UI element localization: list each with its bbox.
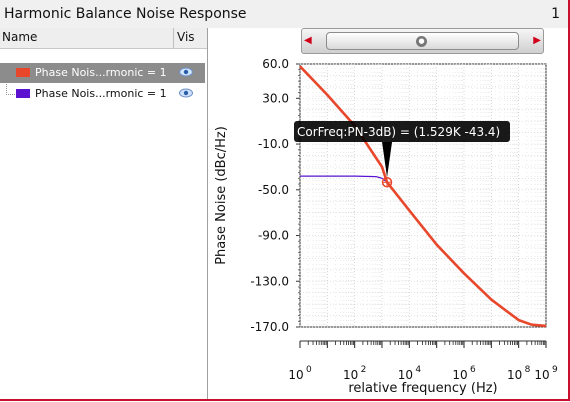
marker-label-box bbox=[294, 121, 510, 142]
trace-label: Phase Nois...rmonic = 1 bbox=[35, 87, 167, 100]
x-tick-label: 10 bbox=[398, 368, 413, 382]
trace-color-swatch bbox=[16, 89, 30, 98]
trace-color-swatch bbox=[16, 68, 30, 77]
x-tick-exponent: 8 bbox=[525, 365, 531, 375]
scroll-right-arrow-icon[interactable]: ▶ bbox=[533, 35, 541, 46]
x-tick-label: 10 bbox=[452, 368, 467, 382]
visibility-eye-icon[interactable] bbox=[179, 88, 193, 98]
tree-connector bbox=[6, 84, 15, 95]
x-tick-exponent: 9 bbox=[552, 365, 558, 375]
name-column-header[interactable]: Name bbox=[2, 30, 38, 44]
window-number: 1 bbox=[551, 6, 560, 22]
x-tick-exponent: 4 bbox=[415, 365, 421, 375]
y-tick-label: -50.0 bbox=[258, 183, 289, 197]
x-tick-label: 10 bbox=[534, 368, 549, 382]
plot-area bbox=[299, 63, 547, 328]
y-tick-label: 30.0 bbox=[262, 91, 289, 105]
vis-column-header[interactable]: Vis bbox=[177, 30, 195, 44]
scroll-thumb[interactable]: ● bbox=[326, 32, 519, 50]
x-tick-label: 10 bbox=[288, 368, 303, 382]
column-divider[interactable] bbox=[173, 28, 174, 48]
x-tick-exponent: 0 bbox=[306, 365, 312, 375]
y-tick-label: 60.0 bbox=[262, 57, 289, 71]
series-line bbox=[300, 175, 388, 183]
x-axis-label: relative frequency (Hz) bbox=[348, 381, 497, 396]
y-tick-label: -170.0 bbox=[250, 320, 289, 334]
trace-legend-panel: Name Vis Phase Nois...rmonic = 1 Phase N… bbox=[0, 28, 208, 399]
trace-row-selected[interactable]: Phase Nois...rmonic = 1 bbox=[0, 63, 205, 83]
series-line bbox=[299, 65, 547, 328]
trace-label: Phase Nois...rmonic = 1 bbox=[35, 66, 167, 79]
y-tick-label: -90.0 bbox=[258, 229, 289, 243]
x-tick-label: 10 bbox=[343, 368, 358, 382]
visibility-eye-icon[interactable] bbox=[179, 67, 193, 77]
marker-pointer bbox=[382, 142, 393, 178]
trace-row[interactable]: Phase Nois...rmonic = 1 bbox=[0, 84, 205, 104]
title-bar: Harmonic Balance Noise Response 1 bbox=[0, 0, 568, 28]
y-tick-label: -10.0 bbox=[258, 137, 289, 151]
x-tick-exponent: 2 bbox=[361, 365, 367, 375]
window-title: Harmonic Balance Noise Response bbox=[4, 6, 247, 22]
x-tick-exponent: 6 bbox=[470, 365, 476, 375]
legend-header: Name Vis bbox=[0, 28, 207, 49]
x-tick-label: 10 bbox=[507, 368, 522, 382]
y-axis-label: Phase Noise (dBc/Hz) bbox=[214, 126, 229, 265]
marker-label: CorFreq:PN-3dB) = (1.529K -43.4) bbox=[297, 125, 500, 139]
y-tick-label: -130.0 bbox=[250, 274, 289, 288]
thumb-grip-icon[interactable]: ● bbox=[416, 36, 427, 47]
scroll-left-arrow-icon[interactable]: ◀ bbox=[304, 35, 312, 46]
x-scrollbar[interactable]: ◀ ● ▶ bbox=[301, 28, 544, 54]
